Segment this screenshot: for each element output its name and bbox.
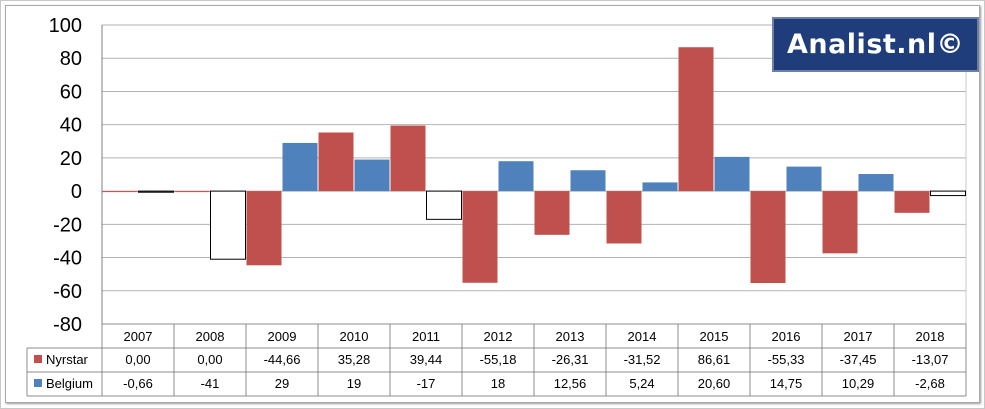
- data-label-nyrstar: -44,66: [264, 352, 301, 367]
- bar-belgium-2012: [498, 161, 534, 192]
- data-label-nyrstar: -55,33: [768, 352, 805, 367]
- x-category-label: 2008: [196, 329, 225, 344]
- x-category-label: 2011: [412, 329, 440, 344]
- data-label-belgium: -17: [417, 376, 436, 391]
- bar-nyrstar-2010: [318, 132, 354, 192]
- y-tick-label: 80: [60, 48, 82, 70]
- bar-nyrstar-2016: [750, 191, 786, 284]
- x-category-label: 2017: [844, 329, 873, 344]
- x-category-label: 2016: [772, 329, 801, 344]
- y-tick-label: -20: [53, 214, 82, 236]
- bar-nyrstar-2008: [174, 191, 210, 193]
- data-label-belgium: -41: [201, 376, 220, 391]
- data-label-nyrstar: 0,00: [125, 352, 150, 367]
- data-label-belgium: 29: [275, 376, 289, 391]
- data-label-nyrstar: 86,61: [698, 352, 731, 367]
- y-tick-label: -80: [53, 314, 82, 336]
- x-category-label: 2018: [916, 329, 945, 344]
- x-category-label: 2014: [628, 329, 657, 344]
- y-tick-label: 60: [60, 81, 82, 103]
- bar-nyrstar-2017: [822, 191, 858, 254]
- data-label-nyrstar: -37,45: [840, 352, 877, 367]
- bar-nyrstar-2009: [246, 191, 282, 266]
- data-label-nyrstar: 0,00: [197, 352, 222, 367]
- y-tick-label: -60: [53, 281, 82, 303]
- bar-belgium-2015: [714, 156, 750, 192]
- legend-key-belgium: [34, 379, 42, 387]
- y-tick-label: 40: [60, 115, 82, 137]
- data-label-belgium: 18: [491, 376, 505, 391]
- x-category-label: 2009: [268, 329, 297, 344]
- bar-nyrstar-2011: [390, 125, 426, 192]
- bar-nyrstar-2015: [678, 47, 714, 192]
- data-label-belgium: 19: [347, 376, 361, 391]
- bar-belgium-2010: [354, 159, 390, 192]
- data-label-belgium: -0,66: [123, 376, 153, 391]
- data-label-nyrstar: -13,07: [912, 352, 949, 367]
- bar-belgium-2011: [426, 190, 462, 220]
- bar-nyrstar-2018: [894, 191, 930, 213]
- x-category-label: 2010: [340, 329, 369, 344]
- legend-label-nyrstar: Nyrstar: [46, 352, 89, 367]
- bar-nyrstar-2013: [534, 191, 570, 235]
- bar-nyrstar-2012: [462, 191, 498, 283]
- bar-belgium-2018: [930, 190, 966, 197]
- x-category-label: 2012: [484, 329, 513, 344]
- bar-belgium-2016: [786, 166, 822, 192]
- bar-belgium-2008: [210, 190, 246, 260]
- legend-label-belgium: Belgium: [46, 376, 93, 391]
- data-label-nyrstar: 39,44: [410, 352, 443, 367]
- bar-chart: 100 80 60 40 20 0 -20 -40 -60 -80 2007 2008 2009 2010…: [26, 15, 967, 397]
- y-tick-label: 100: [49, 15, 82, 37]
- x-category-label: 2013: [556, 329, 585, 344]
- data-label-nyrstar: -26,31: [552, 352, 589, 367]
- bar-nyrstar-2007: [102, 191, 138, 193]
- x-category-label: 2015: [700, 329, 729, 344]
- data-label-nyrstar: -55,18: [480, 352, 517, 367]
- bar-belgium-2017: [858, 174, 894, 192]
- data-label-nyrstar: 35,28: [338, 352, 371, 367]
- bar-belgium-2007: [138, 190, 174, 193]
- data-label-nyrstar: -31,52: [624, 352, 661, 367]
- data-label-belgium: 5,24: [629, 376, 654, 391]
- y-tick-label: 0: [71, 181, 82, 203]
- chart-area: 100 80 60 40 20 0 -20 -40 -60 -80 2007 2008 2009 2010…: [5, 5, 980, 403]
- x-category-label: 2007: [124, 329, 153, 344]
- bar-belgium-2014: [642, 182, 678, 192]
- bar-belgium-2013: [570, 170, 606, 192]
- legend-key-nyrstar: [34, 355, 42, 363]
- data-label-belgium: 14,75: [770, 376, 803, 391]
- logo-text: Analist.nl©: [786, 29, 965, 60]
- data-label-belgium: 12,56: [554, 376, 587, 391]
- data-label-belgium: 10,29: [842, 376, 875, 391]
- y-tick-label: -40: [53, 248, 82, 270]
- data-label-belgium: 20,60: [698, 376, 731, 391]
- data-label-belgium: -2,68: [915, 376, 945, 391]
- bar-nyrstar-2014: [606, 191, 642, 244]
- y-tick-label: 20: [60, 148, 82, 170]
- bar-belgium-2009: [282, 142, 318, 192]
- analist-logo: Analist.nl©: [772, 17, 979, 72]
